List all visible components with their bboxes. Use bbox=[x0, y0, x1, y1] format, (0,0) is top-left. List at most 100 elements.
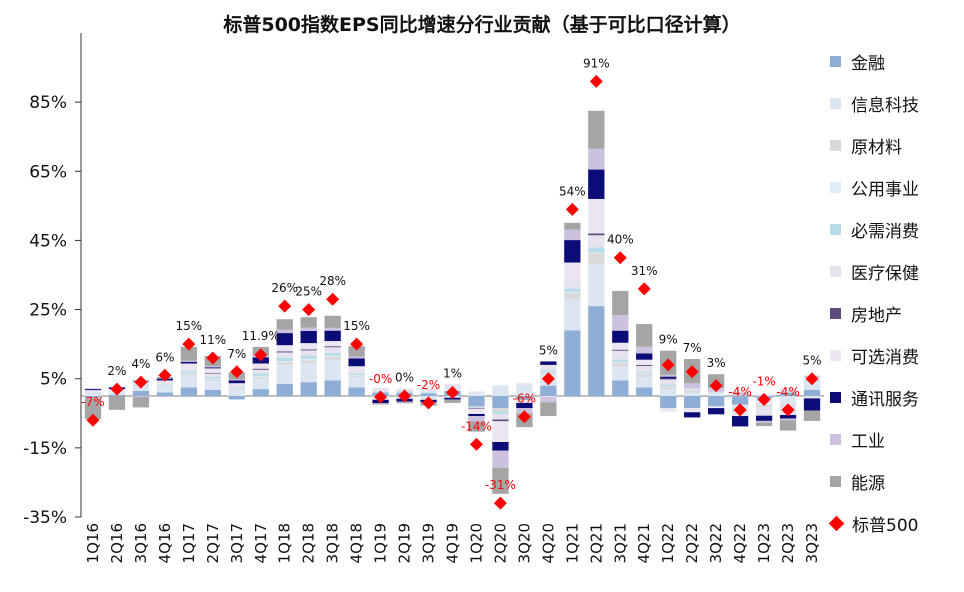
bar-segment bbox=[684, 390, 701, 393]
bar-segment bbox=[276, 352, 293, 358]
legend-swatch bbox=[830, 433, 841, 445]
bar-segment bbox=[468, 393, 485, 395]
total-marker bbox=[374, 390, 388, 404]
bar-segment bbox=[588, 110, 605, 149]
bar-segment bbox=[276, 364, 293, 384]
bar-segment bbox=[779, 391, 797, 393]
total-label: 54% bbox=[559, 184, 586, 198]
bar-segment bbox=[564, 229, 581, 241]
bar-segment bbox=[564, 222, 581, 230]
legend-swatch bbox=[830, 391, 841, 403]
bar-segment bbox=[156, 396, 174, 398]
bar-segment bbox=[348, 373, 365, 375]
bar-segment bbox=[348, 374, 365, 376]
bar-segment bbox=[348, 358, 365, 367]
total-label: 4% bbox=[131, 357, 150, 371]
bar-segment bbox=[228, 384, 245, 388]
total-label: 15% bbox=[343, 319, 370, 333]
bar-segment bbox=[300, 350, 317, 356]
x-tick-label: 1Q22 bbox=[659, 523, 677, 563]
bar-segment bbox=[204, 379, 221, 382]
total-marker bbox=[493, 496, 507, 510]
bar-segment bbox=[708, 391, 725, 394]
total-label: 5% bbox=[802, 354, 821, 368]
x-tick-label: 1Q20 bbox=[467, 523, 485, 563]
bar-segment bbox=[84, 394, 102, 396]
total-marker bbox=[709, 379, 723, 393]
bar-segment bbox=[660, 385, 677, 387]
bar-segment bbox=[684, 390, 701, 391]
bar-segment bbox=[684, 383, 701, 389]
bar-segment bbox=[324, 347, 341, 353]
total-marker bbox=[517, 410, 531, 424]
bar-segment bbox=[492, 385, 509, 386]
bar-segment bbox=[156, 384, 174, 386]
bar-segment bbox=[612, 361, 629, 363]
total-marker bbox=[589, 74, 603, 88]
bar-segment bbox=[708, 394, 725, 396]
bar-segment bbox=[276, 319, 293, 330]
bar-segment bbox=[84, 389, 102, 391]
bar-segment bbox=[564, 292, 581, 300]
y-tick-label: 65% bbox=[29, 162, 67, 182]
bar-segment bbox=[180, 346, 198, 361]
bar-segment bbox=[84, 396, 102, 398]
bar-segment bbox=[803, 398, 821, 411]
chart-title: 标普500指数EPS同比增速分行业贡献（基于可比口径计算） bbox=[223, 14, 741, 36]
bar-segment bbox=[588, 198, 605, 234]
total-marker bbox=[326, 292, 340, 306]
bar-segment bbox=[516, 387, 533, 389]
bar-segment bbox=[276, 351, 293, 353]
bar-segment bbox=[252, 368, 269, 370]
bar-segment bbox=[204, 368, 221, 373]
total-label: -7% bbox=[81, 395, 104, 409]
bar-segment bbox=[755, 405, 773, 408]
bar-segment bbox=[420, 391, 437, 393]
bar-segment bbox=[180, 373, 198, 374]
x-tick-label: 2Q22 bbox=[683, 523, 701, 563]
total-label: 31% bbox=[631, 264, 658, 278]
bar-segment bbox=[684, 408, 701, 409]
bar-segment bbox=[444, 384, 461, 386]
bar-segment bbox=[228, 388, 245, 390]
bar-segment bbox=[612, 315, 629, 331]
bar-segment bbox=[228, 387, 245, 389]
total-marker bbox=[661, 358, 675, 372]
total-label: 26% bbox=[271, 281, 298, 295]
total-marker bbox=[158, 368, 172, 382]
legend-label: 工业 bbox=[851, 431, 885, 452]
bar-segment bbox=[779, 388, 797, 392]
bar-segment bbox=[204, 376, 221, 379]
bar-segment bbox=[252, 369, 269, 374]
bar-segment bbox=[660, 378, 677, 380]
bar-segment bbox=[492, 396, 509, 409]
bar-segment bbox=[636, 346, 653, 354]
total-marker bbox=[206, 351, 220, 365]
legend-label: 房地产 bbox=[851, 305, 902, 326]
bar-segment bbox=[588, 169, 605, 199]
x-tick-label: 2Q17 bbox=[204, 523, 222, 563]
legend-swatch bbox=[830, 55, 841, 67]
total-label: 91% bbox=[583, 56, 610, 70]
bar-segment bbox=[803, 382, 821, 390]
legend-item: 可选消费 bbox=[830, 340, 919, 370]
bar-segment bbox=[180, 373, 198, 376]
bar-segment bbox=[132, 390, 150, 396]
bar-segment bbox=[516, 399, 533, 403]
total-label: 0% bbox=[395, 371, 414, 385]
x-tick-label: 4Q22 bbox=[731, 523, 749, 563]
bar-segment bbox=[348, 375, 365, 377]
bar-segment bbox=[779, 415, 797, 419]
legend-swatch bbox=[830, 265, 841, 277]
bar-segment bbox=[636, 353, 653, 360]
bar-segment bbox=[540, 396, 557, 398]
total-label: 1% bbox=[443, 367, 462, 381]
legend-item: 金融 bbox=[830, 46, 885, 76]
bar-segment bbox=[540, 402, 557, 417]
bar-segment bbox=[324, 356, 341, 360]
bar-segment bbox=[252, 373, 269, 376]
bar-segment bbox=[564, 288, 581, 292]
bar-segment bbox=[420, 388, 437, 392]
bar-segment bbox=[324, 359, 341, 381]
bar-segment bbox=[516, 396, 533, 399]
